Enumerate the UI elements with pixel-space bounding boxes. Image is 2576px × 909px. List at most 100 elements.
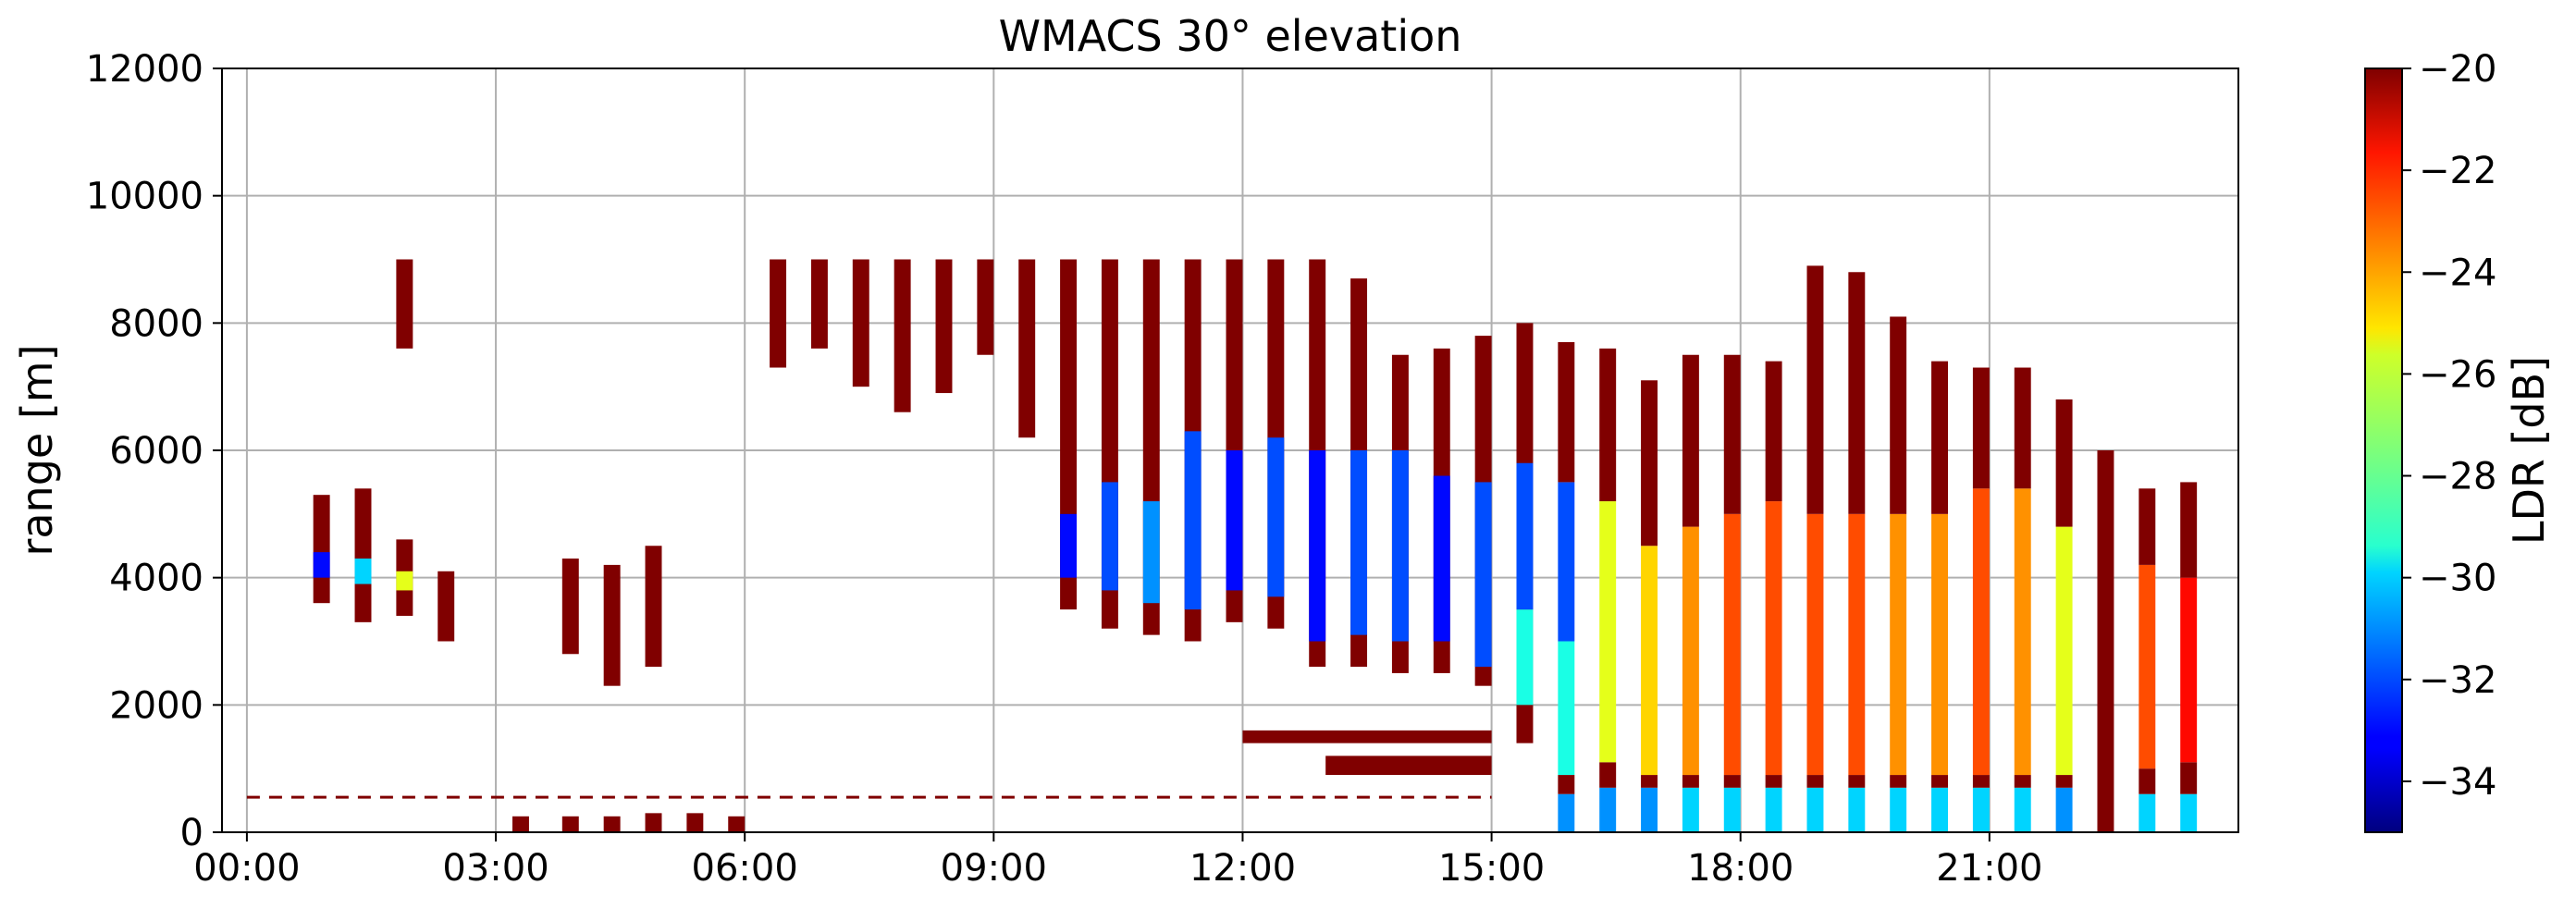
colorbar-tick-label: −30: [2419, 558, 2496, 600]
profile-segment: [1558, 482, 1575, 642]
profile-segment: [1890, 316, 1907, 514]
profile-segment: [1018, 259, 1036, 438]
colorbar-tick-label: −32: [2419, 659, 2496, 702]
colorbar-label: LDR [dB]: [2504, 356, 2554, 545]
profile-segment: [2180, 577, 2198, 763]
profile-segment: [1848, 513, 1866, 776]
profile-segment: [354, 488, 372, 622]
profile-segment: [1723, 513, 1741, 776]
colorbar-tick-label: −24: [2419, 252, 2496, 294]
plot-area: 00:00 03:00 06:00 09:00 12:00 15:00 18:00 21:00…: [86, 48, 2239, 890]
profile-segment: [1806, 775, 1824, 788]
profile-segment: [1309, 450, 1326, 642]
profile-segment: [1682, 775, 1699, 788]
low-echo-band: [728, 816, 746, 832]
profile-segment: [1682, 354, 1699, 527]
profile-segment: [1558, 793, 1575, 832]
profile-segment: [1599, 501, 1617, 763]
profile-segment: [1848, 775, 1866, 788]
profile-segment: [1267, 437, 1285, 597]
low-echo-band: [603, 816, 621, 832]
profile-segment: [2014, 775, 2031, 788]
colorbar-ticks: −20 −22 −24 −26 −28 −30 −32 −34: [2402, 48, 2496, 804]
profile-segment: [1931, 787, 1949, 832]
profile-segment: [2180, 762, 2198, 794]
profile-segment: [1765, 501, 1782, 776]
profile-segment: [894, 259, 911, 412]
profile-segment: [396, 259, 413, 349]
y-tick-label: 6000: [109, 430, 203, 473]
profile-segment: [438, 571, 455, 642]
x-tick-label: 15:00: [1438, 847, 1545, 890]
profile-segment: [1558, 775, 1575, 794]
profile-segment: [1848, 272, 1866, 514]
profile-segment: [770, 259, 787, 368]
x-tick-label: 12:00: [1189, 847, 1296, 890]
profile-segment: [1806, 787, 1824, 832]
profile-segment: [313, 552, 330, 578]
profile-segment: [2138, 488, 2156, 565]
profile-segment: [1599, 348, 1617, 502]
profile-segment: [1972, 367, 1990, 489]
y-tick-label: 0: [180, 812, 203, 854]
colorbar-tick-label: −22: [2419, 150, 2496, 192]
profile-segment: [1391, 450, 1409, 642]
profile-segment: [1931, 361, 1949, 514]
profile-segment: [1806, 265, 1824, 514]
profile-segment: [1890, 787, 1907, 832]
colorbar-tick-label: −20: [2419, 48, 2496, 91]
profile-segment: [1599, 762, 1617, 788]
profile-segment: [1558, 641, 1575, 776]
y-tick-label: 4000: [109, 558, 203, 600]
x-tick-label: 00:00: [193, 847, 300, 890]
x-axis: 00:00 03:00 06:00 09:00 12:00 15:00 18:00 21:00: [193, 832, 2043, 890]
profile-segment: [1765, 775, 1782, 788]
colorbar: −20 −22 −24 −26 −28 −30 −32 −34 LDR [dB]: [2364, 48, 2554, 833]
profile-segment: [396, 571, 413, 591]
profile-segment: [1890, 775, 1907, 788]
colorbar-tick-label: −26: [2419, 353, 2496, 396]
profile-segment: [561, 559, 579, 655]
profile-segment: [977, 259, 994, 355]
y-tick-label: 12000: [86, 48, 203, 91]
profile-segment: [935, 259, 953, 394]
profile-segment: [1433, 475, 1450, 642]
colorbar-tick-label: −28: [2419, 456, 2496, 498]
profile-segment: [1474, 482, 1492, 668]
y-tick-label: 8000: [109, 302, 203, 345]
low-echo-band: [561, 816, 579, 832]
profile-segment: [1931, 513, 1949, 776]
profile-segment: [1641, 775, 1658, 788]
profile-segment: [2138, 564, 2156, 769]
y-axis-label: range [m]: [12, 344, 62, 556]
y-axis: 0 2000 4000 6000 8000 10000 12000: [86, 48, 222, 854]
profile-segment: [2180, 793, 2198, 832]
profile-segment: [1142, 501, 1160, 604]
profile-segment: [1848, 787, 1866, 832]
low-echo-band: [686, 813, 704, 832]
profile-segment: [1682, 526, 1699, 776]
profile-segment: [1599, 787, 1617, 832]
profile-segment: [1226, 450, 1243, 591]
y-tick-label: 2000: [109, 684, 203, 727]
profile-segment: [645, 546, 662, 668]
profile-segment: [2055, 399, 2073, 527]
x-tick-label: 06:00: [692, 847, 798, 890]
profile-segment: [1723, 787, 1741, 832]
profile-segment: [2055, 775, 2073, 788]
profile-segment: [1558, 341, 1575, 483]
low-echo-band: [1325, 755, 1492, 776]
data-layer: [246, 259, 2198, 832]
profile-segment: [1765, 361, 1782, 502]
profile-segment: [2014, 367, 2031, 489]
profile-segment: [1101, 482, 1118, 591]
x-tick-label: 03:00: [442, 847, 548, 890]
profile-segment: [1516, 609, 1534, 706]
profile-segment: [1765, 787, 1782, 832]
profile-segment: [1723, 354, 1741, 514]
profile-segment: [1890, 513, 1907, 776]
profile-segment: [1060, 513, 1078, 578]
profile-segment: [1972, 488, 1990, 776]
profile-segment: [2014, 488, 2031, 776]
profile-segment: [1516, 462, 1534, 610]
